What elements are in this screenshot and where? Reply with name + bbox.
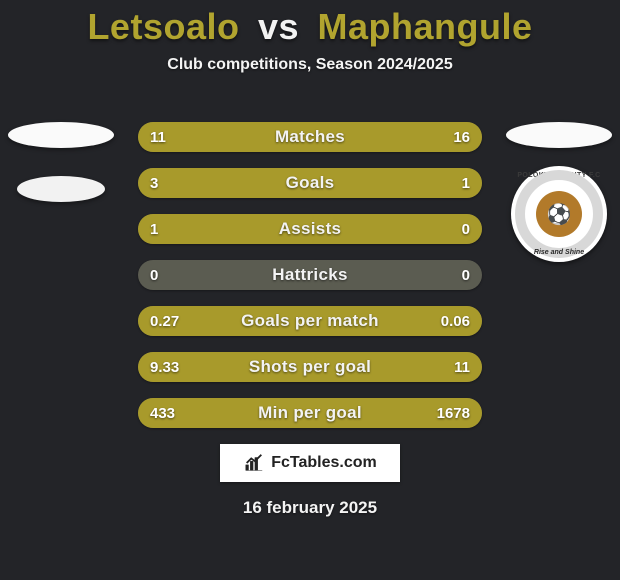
stat-row: Goals3 1 (138, 168, 482, 198)
stat-value-left: 1 (150, 214, 158, 244)
player-a-photo-placeholder (8, 122, 114, 148)
team-b-crest: POLOKWANE CITY F.C ⚽ Rise and Shine (511, 166, 607, 262)
stat-value-right: 0.06 (441, 306, 470, 336)
stat-value-left: 11 (150, 122, 166, 152)
stat-value-left: 433 (150, 398, 175, 428)
crest-ring: ⚽ (515, 170, 603, 258)
vs-text: vs (258, 6, 299, 47)
subtitle: Club competitions, Season 2024/2025 (0, 56, 620, 74)
player-b-name: Maphangule (318, 6, 533, 47)
stat-label: Matches (138, 122, 482, 152)
stat-value-right: 16 (453, 122, 470, 152)
left-badges (6, 122, 116, 202)
stat-value-left: 9.33 (150, 352, 179, 382)
stat-value-right: 0 (462, 214, 470, 244)
stat-value-left: 0.27 (150, 306, 179, 336)
stat-label: Assists (138, 214, 482, 244)
chart-icon (243, 452, 265, 474)
stat-value-left: 3 (150, 168, 158, 198)
player-a-name: Letsoalo (87, 6, 239, 47)
team-a-logo-placeholder (17, 176, 105, 202)
stat-label: Hattricks (138, 260, 482, 290)
stat-label: Min per goal (138, 398, 482, 428)
comparison-rows: Matches1116Goals31Assists10Hattricks00Go… (138, 122, 482, 428)
stat-value-right: 11 (454, 352, 470, 382)
date-text: 16 february 2025 (0, 498, 620, 518)
stat-value-left: 0 (150, 260, 158, 290)
watermark: FcTables.com (220, 444, 400, 482)
stat-label: Goals (138, 168, 482, 198)
stat-row: Hattricks0 0 (138, 260, 482, 290)
stat-row: Shots per goal9.33 11 (138, 352, 482, 382)
stat-label: Shots per goal (138, 352, 482, 382)
crest-icon: ⚽ (536, 191, 582, 237)
stat-row: Min per goal433 1678 (138, 398, 482, 428)
page-title: Letsoalo vs Maphangule (0, 0, 620, 48)
watermark-text: FcTables.com (271, 454, 377, 472)
crest-bottom-text: Rise and Shine (511, 249, 607, 256)
stat-row: Goals per match0.27 0.06 (138, 306, 482, 336)
player-b-photo-placeholder (506, 122, 612, 148)
stat-value-right: 0 (462, 260, 470, 290)
stat-row: Assists1 0 (138, 214, 482, 244)
stat-row: Matches11 16 (138, 122, 482, 152)
right-badges: POLOKWANE CITY F.C ⚽ Rise and Shine (504, 122, 614, 262)
stat-value-right: 1678 (437, 398, 470, 428)
stat-label: Goals per match (138, 306, 482, 336)
stat-value-right: 1 (462, 168, 470, 198)
